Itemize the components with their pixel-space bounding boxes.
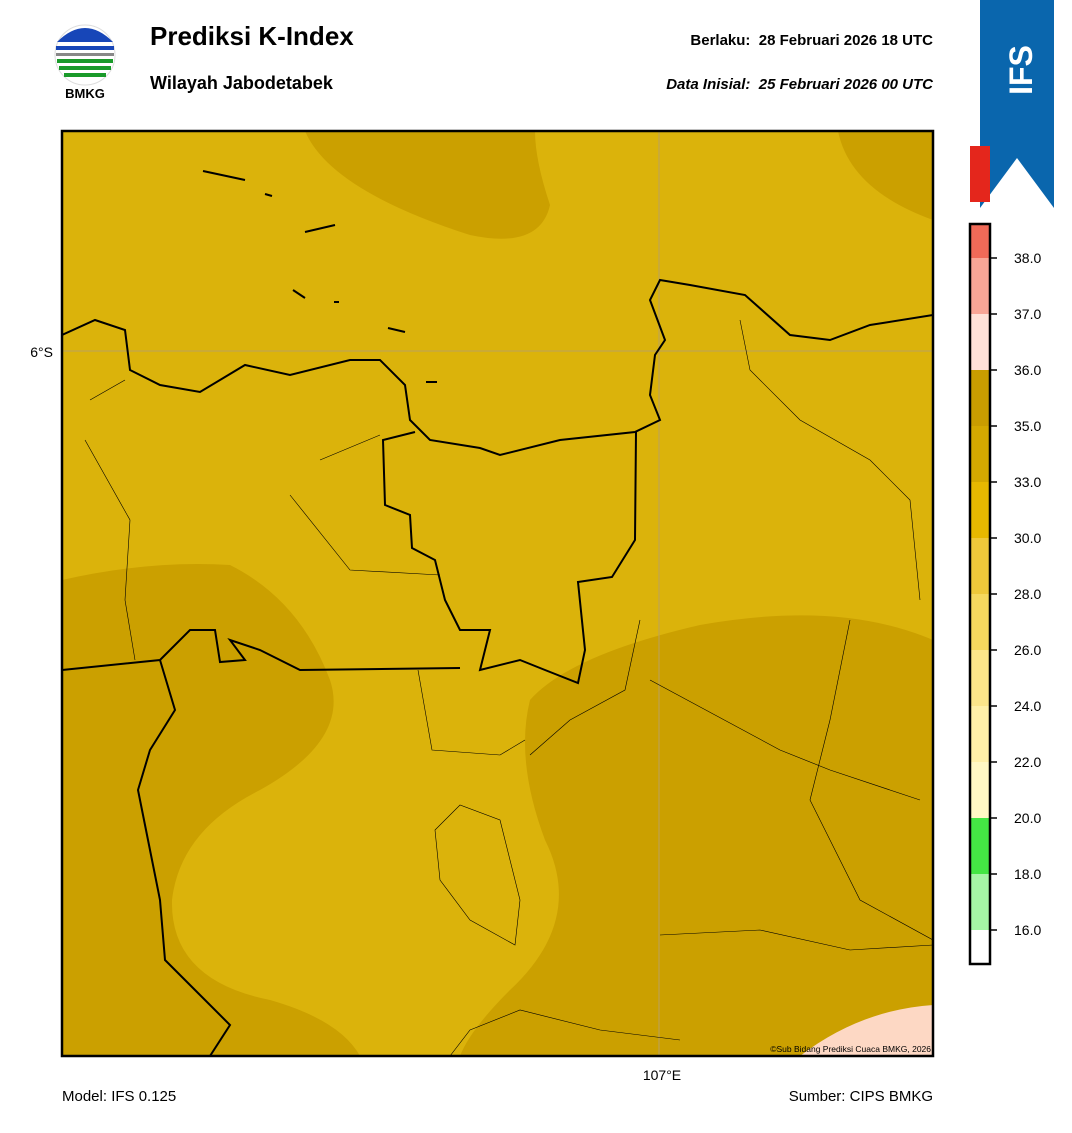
colorbar-segment (970, 874, 990, 930)
map-frame (60, 129, 935, 1058)
credit: ©Sub Bidang Prediksi Cuaca BMKG, 2026 (770, 1044, 931, 1054)
logo: BMKG (54, 24, 116, 101)
colorbar-tick-label: 24.0 (1014, 698, 1041, 714)
badge-text: IFS (1003, 45, 1039, 95)
colorbar-tick-label: 22.0 (1014, 754, 1041, 770)
colorbar-tick-label: 16.0 (1014, 922, 1041, 938)
colorbar-tick-label: 28.0 (1014, 586, 1041, 602)
colorbar-segment (970, 650, 990, 706)
lat-label: 6°S (30, 344, 53, 360)
subtitle: Wilayah Jabodetabek (150, 73, 334, 93)
colorbar-segment (970, 482, 990, 538)
colorbar-segment (970, 258, 990, 314)
colorbar: 16.0 18.0 20.0 22.0 24.0 26.0 28.0 30.0 33.0 35.0… (968, 146, 1041, 966)
lon-label: 107°E (643, 1067, 681, 1083)
colorbar-segment (970, 818, 990, 874)
source-label: Sumber: CIPS BMKG (789, 1088, 933, 1105)
title: Prediksi K-Index (150, 21, 354, 51)
colorbar-tick-label: 37.0 (1014, 306, 1041, 322)
colorbar-tick-label: 18.0 (1014, 866, 1041, 882)
colorbar-segment (970, 314, 990, 370)
colorbar-tick-label: 35.0 (1014, 418, 1041, 434)
colorbar-tick-label: 36.0 (1014, 362, 1041, 378)
logo-text: BMKG (65, 86, 105, 101)
colorbar-segment (970, 538, 990, 594)
colorbar-tick-label: 38.0 (1014, 250, 1041, 266)
colorbar-segment (970, 762, 990, 818)
colorbar-segment (970, 594, 990, 650)
colorbar-segment (970, 426, 990, 482)
colorbar-tick-label: 20.0 (1014, 810, 1041, 826)
colorbar-segment (970, 224, 990, 258)
colorbar-tick-label: 33.0 (1014, 474, 1041, 490)
colorbar-segment (970, 370, 990, 426)
model-label: Model: IFS 0.125 (62, 1088, 176, 1105)
colorbar-tick-label: 26.0 (1014, 642, 1041, 658)
colorbar-segment (970, 146, 990, 202)
colorbar-segment (970, 706, 990, 762)
badge (980, 0, 1054, 208)
valid-time: Berlaku: 28 Februari 2026 18 UTC (690, 32, 933, 49)
colorbar-tick-label: 30.0 (1014, 530, 1041, 546)
colorbar-segment (970, 930, 990, 964)
map (62, 131, 933, 1056)
init-time: Data Inisial: 25 Februari 2026 00 UTC (666, 76, 934, 93)
